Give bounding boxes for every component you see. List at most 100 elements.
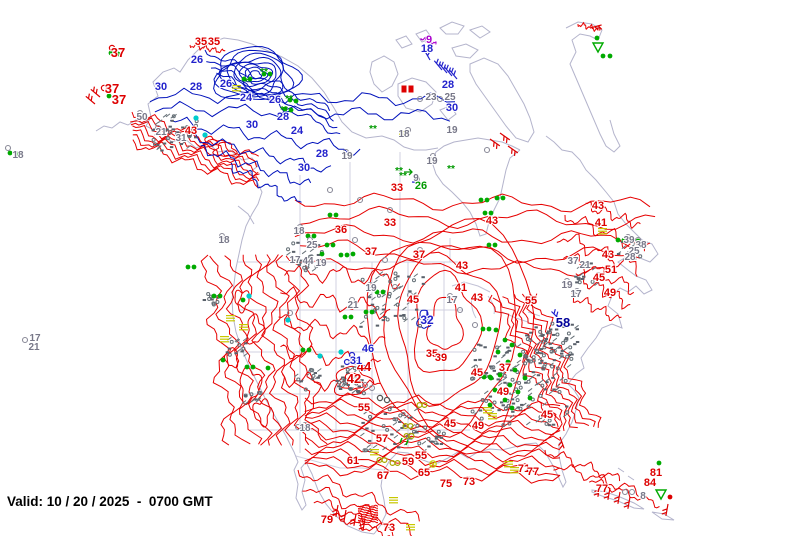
temp-label-navy: 58 (556, 315, 570, 330)
station-cluster-mark (489, 365, 493, 368)
station-cluster-mark (387, 407, 392, 412)
station-cluster-mark (509, 369, 514, 372)
station-cluster-mark (363, 410, 368, 415)
temp-label-red: 77 (527, 466, 539, 478)
station-cluster-mark (157, 145, 162, 149)
station-cluster-mark (249, 392, 254, 397)
station-cluster-mark (565, 405, 569, 408)
temp-label-red: 65 (418, 467, 430, 479)
red-isotherm (246, 313, 266, 345)
open-station-circle (624, 233, 632, 241)
green-station-dot (348, 314, 354, 320)
station-cluster-mark (399, 314, 403, 317)
station-cluster-mark (436, 429, 441, 434)
temp-label-red: 59 (402, 456, 414, 468)
station-cluster-mark (501, 354, 506, 359)
station-cluster-mark (559, 377, 565, 381)
open-station-circle (306, 236, 314, 244)
open-station-circle (446, 292, 454, 300)
station-cluster-mark (574, 324, 579, 329)
station-cluster-mark (539, 352, 544, 355)
station-cluster-mark (366, 418, 372, 423)
station-cluster-mark (526, 358, 530, 361)
temp-label-red: 35 (426, 348, 438, 360)
station-cluster-mark (244, 401, 249, 406)
station-cluster-mark (306, 260, 311, 265)
temp-label-red: 57 (376, 433, 388, 445)
station-cluster-mark (381, 319, 386, 322)
station-cluster-mark (497, 409, 501, 412)
temp-label-red: 45 (471, 367, 483, 379)
temp-label-blue: 26 (191, 54, 203, 66)
station-cluster-mark (554, 328, 559, 331)
cyan-station-dot (202, 132, 208, 138)
station-cluster-mark (316, 244, 321, 247)
station-cluster-mark (573, 343, 577, 346)
green-station-dot (240, 297, 246, 303)
green-station-dot (505, 359, 511, 365)
station-cluster-mark (365, 427, 369, 430)
station-cluster-mark (590, 279, 595, 284)
station-cluster-mark (296, 261, 301, 266)
green-station-dot (293, 98, 299, 104)
station-cluster-mark (393, 434, 399, 439)
temp-label-red: 49 (472, 420, 484, 432)
green-station-dot (319, 251, 325, 257)
station-cluster-mark (169, 141, 174, 144)
station-cluster-mark (367, 439, 372, 442)
green-station-dot (324, 242, 330, 248)
station-cluster-mark (393, 314, 398, 317)
temp-label-blue: 28 (277, 111, 289, 123)
station-cluster-mark (352, 366, 357, 371)
open-station-circle (628, 488, 636, 496)
station-cluster-mark (387, 291, 392, 296)
station-cluster-mark (359, 320, 365, 325)
station-cluster-mark (506, 346, 510, 349)
temp-label-blue: 28 (190, 81, 202, 93)
station-cluster-mark (376, 293, 381, 298)
haze-bars-symbol (389, 497, 398, 499)
temp-label-purple: 9 (426, 34, 432, 46)
station-cluster-mark (575, 281, 579, 284)
station-cluster-mark (402, 314, 406, 317)
red-isotherm (357, 516, 379, 520)
green-station-dot (106, 93, 112, 99)
haze-ring-symbol (381, 457, 388, 464)
temp-label-gray: 19 (365, 283, 377, 294)
station-cluster-mark (554, 387, 560, 392)
station-cluster-mark (168, 130, 173, 135)
station-cluster-mark (346, 384, 350, 387)
station-cluster-mark (511, 365, 517, 370)
station-cluster-mark (373, 279, 378, 284)
red-isotherm (297, 469, 420, 522)
station-cluster-mark (299, 259, 304, 262)
station-cluster-mark (551, 423, 556, 426)
haze-bars-symbol (488, 413, 497, 415)
station-cluster-mark (491, 365, 496, 370)
red-wind-barb (589, 24, 603, 31)
open-station-circle (416, 95, 424, 103)
green-station-dot (494, 195, 500, 201)
station-cluster-mark (366, 444, 372, 448)
station-cluster-mark (544, 414, 550, 419)
haze-bars-symbol (370, 451, 379, 453)
red-isotherm (304, 392, 561, 412)
station-cluster-mark (156, 146, 161, 151)
station-cluster-mark (544, 337, 548, 340)
station-cluster-mark (366, 448, 372, 452)
temp-label-gray: 39 (623, 235, 635, 246)
green-station-dot (481, 374, 487, 380)
station-cluster-mark (525, 421, 531, 426)
station-cluster-mark (527, 388, 533, 392)
cyan-station-dot (338, 349, 344, 355)
station-cluster-mark (622, 256, 628, 261)
green-station-dot (380, 289, 386, 295)
station-cluster-mark (241, 346, 246, 351)
temp-label-blue: 28 (316, 148, 328, 160)
red-isotherm (224, 255, 263, 445)
station-cluster-mark (553, 372, 559, 376)
station-cluster-mark (616, 253, 621, 256)
station-cluster-mark (546, 412, 550, 415)
station-cluster-mark (186, 145, 191, 149)
green-station-dot (488, 375, 494, 381)
